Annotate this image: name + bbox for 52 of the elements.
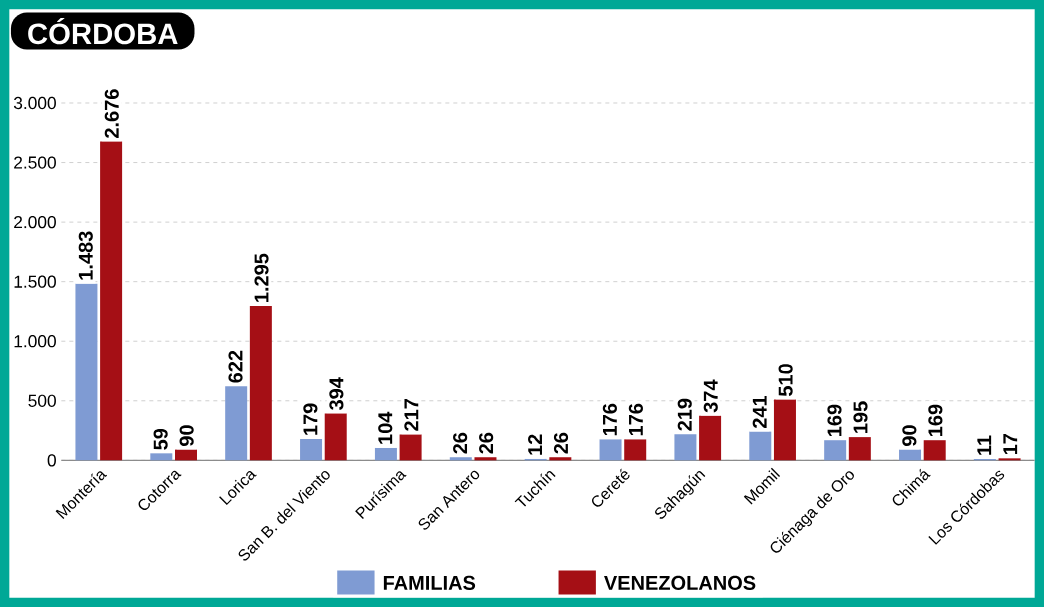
y-tick-label: 2.000 xyxy=(14,215,56,229)
bar xyxy=(75,283,98,461)
data-label: 11 xyxy=(977,435,992,455)
bar xyxy=(923,440,946,461)
y-tick-label: 1.500 xyxy=(14,275,56,288)
legend-label: FAMILIAS xyxy=(383,575,476,590)
data-label: 59 xyxy=(153,428,168,450)
data-label: 1.295 xyxy=(254,253,269,302)
bar xyxy=(449,457,472,461)
bar xyxy=(150,453,173,461)
data-label: 179 xyxy=(303,403,318,435)
bar xyxy=(549,457,572,461)
y-tick-label: 3.000 xyxy=(13,96,56,110)
data-label: 241 xyxy=(752,395,767,429)
data-label: 26 xyxy=(453,432,468,454)
data-label: 169 xyxy=(827,404,842,437)
data-label: 510 xyxy=(778,364,793,397)
data-label: 17 xyxy=(1003,434,1018,455)
y-tick-label: 1.000 xyxy=(14,335,56,348)
data-label: 2.676 xyxy=(104,89,119,138)
bar xyxy=(300,439,323,461)
data-label: 12 xyxy=(528,434,542,455)
data-label: 176 xyxy=(602,403,617,436)
bar xyxy=(998,458,1021,461)
y-tick-label: 500 xyxy=(28,394,56,407)
data-label: 622 xyxy=(228,350,243,383)
data-label: 1.483 xyxy=(78,231,93,280)
bar xyxy=(249,306,272,461)
data-label: 394 xyxy=(329,377,344,411)
bar xyxy=(899,449,922,461)
data-label: 374 xyxy=(703,379,718,413)
data-label: 90 xyxy=(902,425,917,446)
bar xyxy=(225,386,248,461)
data-label: 195 xyxy=(853,401,868,433)
bar xyxy=(174,449,197,461)
data-label: 104 xyxy=(378,411,393,444)
data-label: 90 xyxy=(179,425,194,446)
bar xyxy=(848,437,871,461)
bar xyxy=(674,434,697,461)
data-label: 26 xyxy=(553,432,569,454)
data-label: 176 xyxy=(628,403,643,436)
data-label: 169 xyxy=(928,404,943,437)
data-label: 219 xyxy=(677,398,692,431)
bar xyxy=(824,440,847,461)
data-label: 217 xyxy=(404,399,419,431)
data-label: 26 xyxy=(479,432,494,454)
y-tick-label: 0 xyxy=(47,454,56,467)
chart-title: CÓRDOBA xyxy=(28,17,178,45)
legend-label: VENEZOLANOS xyxy=(604,575,756,590)
bar xyxy=(773,399,796,461)
y-tick-label: 2.500 xyxy=(14,156,56,169)
bar xyxy=(474,457,497,461)
